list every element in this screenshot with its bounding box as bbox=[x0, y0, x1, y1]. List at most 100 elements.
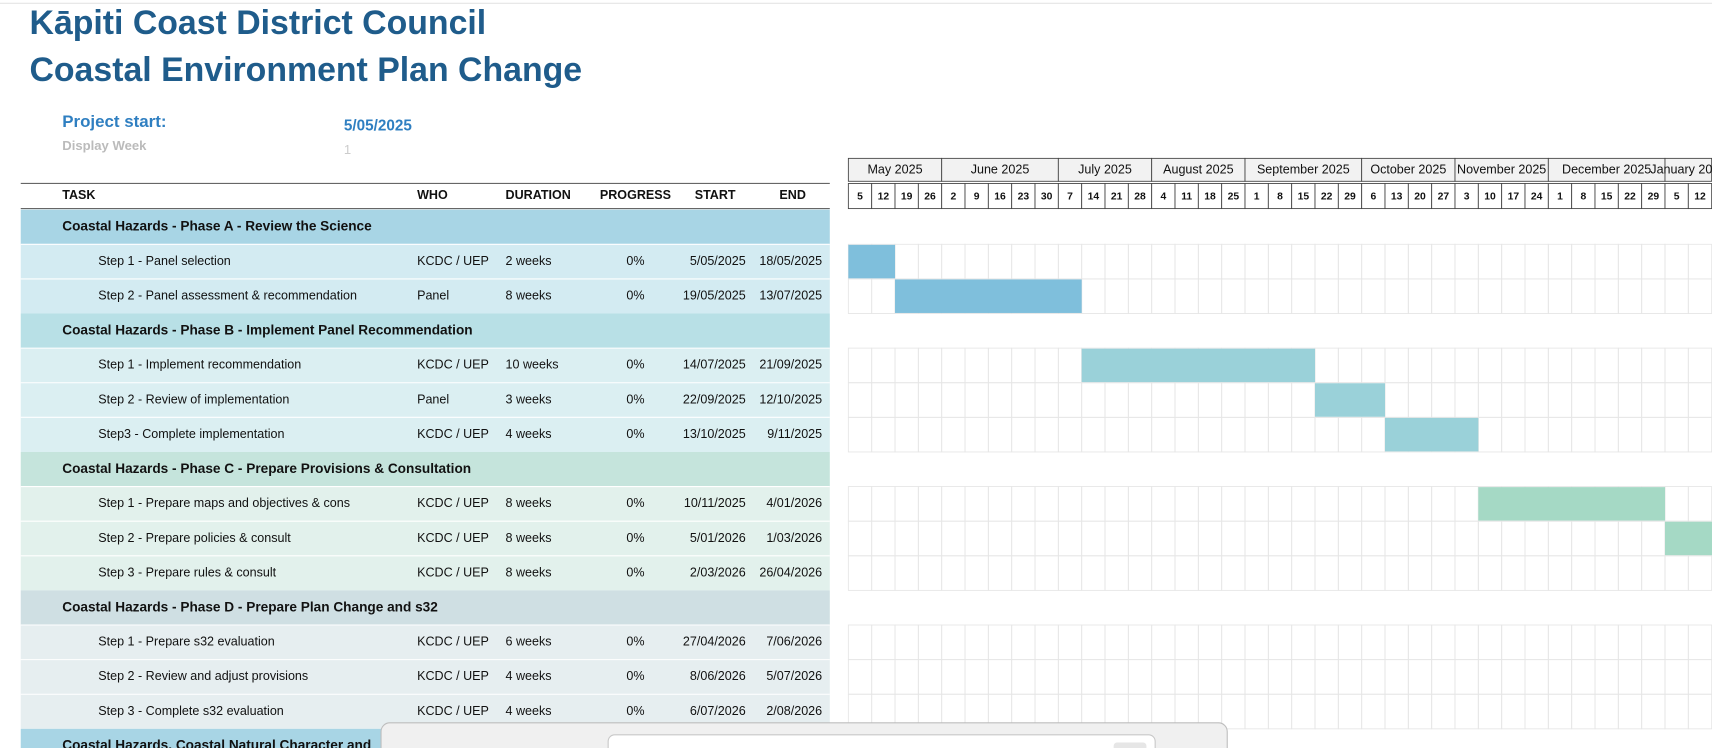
task-progress: 0% bbox=[626, 704, 644, 718]
gantt-cell bbox=[1664, 278, 1689, 314]
dialog bbox=[380, 722, 1228, 748]
project-start-value[interactable]: 5/05/2025 bbox=[344, 118, 412, 135]
gantt-cell bbox=[1664, 382, 1689, 418]
gantt-cell bbox=[1174, 659, 1199, 695]
gantt-cell bbox=[1337, 624, 1363, 661]
gantt-cell bbox=[1221, 659, 1246, 695]
week-label: 12 bbox=[878, 191, 890, 202]
task-name: Step 1 - Implement recommendation bbox=[98, 358, 301, 372]
gantt-bar bbox=[1081, 348, 1316, 383]
gantt-cell bbox=[1361, 416, 1386, 453]
project-start-label: Project start: bbox=[62, 112, 166, 131]
gantt-cell bbox=[1477, 347, 1503, 384]
gantt-cell bbox=[1617, 555, 1643, 591]
task-start: 13/10/2025 bbox=[683, 427, 746, 441]
gantt-cell bbox=[1127, 555, 1153, 591]
gantt-cell bbox=[1571, 659, 1596, 695]
gantt-cell bbox=[894, 659, 919, 695]
gantt-bar bbox=[1385, 417, 1479, 452]
task-who: KCDC / UEP bbox=[417, 669, 489, 683]
gantt-cell bbox=[1314, 278, 1339, 314]
gantt-cell bbox=[1221, 278, 1246, 314]
gantt-cell bbox=[1594, 555, 1619, 591]
gantt-cell bbox=[1057, 416, 1083, 453]
task-row bbox=[20, 244, 830, 279]
gantt-cell bbox=[1104, 555, 1129, 591]
gantt-cell bbox=[1687, 693, 1712, 730]
gantt-cell bbox=[1267, 278, 1293, 314]
gantt-cell bbox=[1664, 347, 1689, 384]
task-who: KCDC / UEP bbox=[417, 531, 489, 545]
section-row bbox=[20, 209, 830, 245]
gantt-cell bbox=[1501, 243, 1526, 280]
gantt-cell bbox=[1221, 520, 1246, 557]
section-title: Coastal Hazards - Phase D - Prepare Plan… bbox=[62, 599, 438, 614]
title: Kāpiti Coast District Council bbox=[29, 4, 486, 42]
dialog-button[interactable] bbox=[1113, 742, 1147, 748]
task-end: 7/06/2026 bbox=[766, 635, 822, 649]
gantt-bar bbox=[848, 244, 896, 279]
gantt-cell bbox=[1361, 278, 1386, 314]
gantt-cell bbox=[894, 520, 919, 557]
month-label: May 2025 bbox=[867, 163, 922, 177]
gantt-cell bbox=[1081, 278, 1106, 314]
gantt-cell bbox=[1221, 486, 1246, 522]
gantt-cell bbox=[1384, 693, 1409, 730]
gantt-cell bbox=[1057, 347, 1083, 384]
gantt-cell bbox=[1127, 243, 1153, 280]
dialog-input[interactable] bbox=[607, 734, 1156, 748]
task-progress: 0% bbox=[626, 531, 644, 545]
gantt-cell bbox=[917, 347, 943, 384]
gantt-cell bbox=[1571, 382, 1596, 418]
gantt-cell bbox=[1384, 555, 1409, 591]
gantt-cell bbox=[1081, 243, 1106, 280]
gantt-cell bbox=[1687, 382, 1712, 418]
gantt-cell bbox=[1197, 486, 1223, 522]
gantt-cell bbox=[964, 624, 989, 661]
month-label: June 2025 bbox=[971, 163, 1030, 177]
gantt-cell bbox=[1687, 659, 1712, 695]
task-who: KCDC / UEP bbox=[417, 427, 489, 441]
gantt-cell bbox=[1431, 243, 1456, 280]
gantt-cell bbox=[1197, 243, 1223, 280]
gantt-cell bbox=[847, 486, 873, 522]
task-who: KCDC / UEP bbox=[417, 254, 489, 268]
gantt-cell bbox=[1664, 624, 1689, 661]
gantt-cell bbox=[917, 416, 943, 453]
task-row bbox=[20, 382, 830, 418]
task-progress: 0% bbox=[626, 496, 644, 510]
gantt-cell bbox=[1197, 278, 1223, 314]
task-name: Step 2 - Panel assessment & recommendati… bbox=[98, 289, 357, 303]
task-end: 5/07/2026 bbox=[766, 669, 822, 683]
task-duration: 6 weeks bbox=[506, 635, 552, 649]
week-label: 18 bbox=[1204, 191, 1216, 202]
gantt-cell bbox=[1501, 382, 1526, 418]
gantt-cell bbox=[1524, 243, 1549, 280]
gantt-cell bbox=[1011, 624, 1036, 661]
gantt-cell bbox=[1384, 486, 1409, 522]
task-name: Step 2 - Prepare policies & consult bbox=[98, 531, 291, 545]
week-label: 27 bbox=[1438, 191, 1450, 202]
gantt-cell bbox=[1291, 520, 1316, 557]
gantt-cell bbox=[1617, 278, 1643, 314]
display-week-value[interactable]: 1 bbox=[344, 142, 351, 157]
task-duration: 10 weeks bbox=[506, 358, 559, 372]
gantt-cell bbox=[1174, 555, 1199, 591]
gantt-cell bbox=[1244, 382, 1269, 418]
gantt-cell bbox=[1221, 243, 1246, 280]
gantt-cell bbox=[871, 520, 896, 557]
gantt-cell bbox=[1081, 555, 1106, 591]
gantt-cell bbox=[1011, 382, 1036, 418]
week-label: 7 bbox=[1067, 191, 1073, 202]
gantt-cell bbox=[1547, 382, 1573, 418]
gantt-cell bbox=[1547, 659, 1573, 695]
gantt-cell bbox=[1477, 555, 1503, 591]
gantt-cell bbox=[1081, 624, 1106, 661]
gantt-cell bbox=[1081, 659, 1106, 695]
gantt-cell bbox=[871, 416, 896, 453]
gantt-cell bbox=[1291, 416, 1316, 453]
gantt-cell bbox=[964, 416, 989, 453]
gantt-cell bbox=[941, 624, 966, 661]
gantt-cell bbox=[1571, 278, 1596, 314]
gantt-cell bbox=[894, 243, 919, 280]
